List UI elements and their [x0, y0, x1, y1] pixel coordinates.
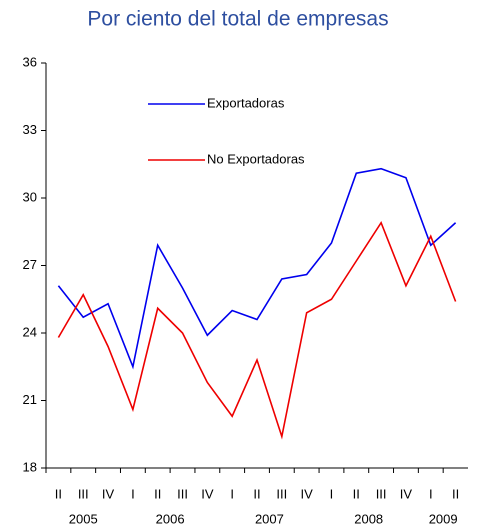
y-tick-label: 36 — [23, 54, 37, 69]
x-tick-label: I — [330, 486, 334, 501]
year-label: 2007 — [255, 511, 284, 526]
x-tick-label: III — [276, 486, 287, 501]
y-tick-label: 24 — [23, 324, 37, 339]
year-label: 2005 — [69, 511, 98, 526]
year-label: 2006 — [156, 511, 185, 526]
x-tick-label: II — [452, 486, 459, 501]
y-tick-label: 18 — [23, 459, 37, 474]
x-tick-label: IV — [400, 486, 413, 501]
x-tick-label: III — [78, 486, 89, 501]
x-tick-label: I — [131, 486, 135, 501]
legend-label: No Exportadoras — [207, 151, 305, 166]
y-tick-label: 33 — [23, 122, 37, 137]
y-tick-label: 21 — [23, 392, 37, 407]
x-tick-label: II — [55, 486, 62, 501]
chart-title: Por ciento del total de empresas — [87, 8, 388, 31]
x-tick-label: IV — [102, 486, 115, 501]
x-tick-label: III — [177, 486, 188, 501]
x-tick-label: II — [353, 486, 360, 501]
x-tick-label: IV — [201, 486, 214, 501]
year-label: 2008 — [354, 511, 383, 526]
x-tick-label: I — [429, 486, 433, 501]
x-tick-label: I — [230, 486, 234, 501]
x-tick-label: IV — [300, 486, 313, 501]
legend-label: Exportadoras — [207, 95, 285, 110]
x-tick-label: II — [154, 486, 161, 501]
y-tick-label: 30 — [23, 189, 37, 204]
x-tick-label: II — [253, 486, 260, 501]
series-line — [57, 167, 457, 370]
x-tick-label: III — [376, 486, 387, 501]
series-line — [57, 221, 457, 440]
y-tick-label: 27 — [23, 257, 37, 272]
year-label: 2009 — [429, 511, 458, 526]
